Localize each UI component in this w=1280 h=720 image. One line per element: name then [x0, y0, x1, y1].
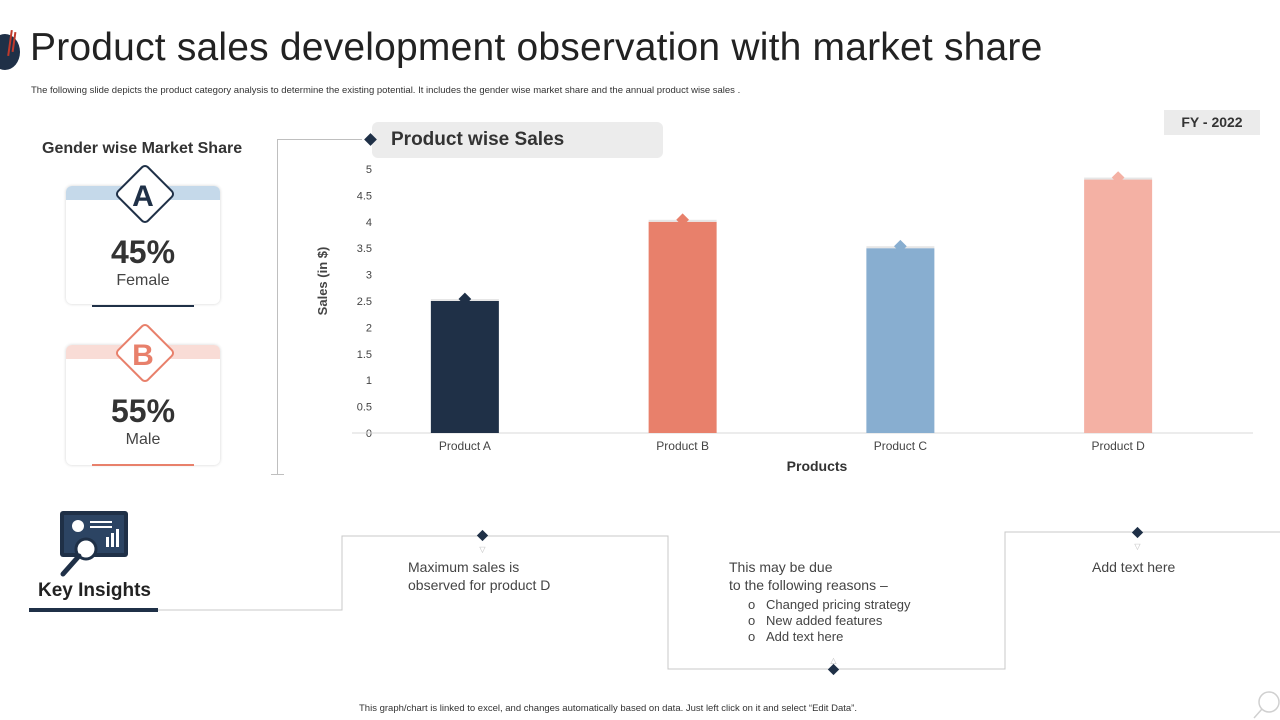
- page-title: Product sales development observation wi…: [30, 26, 1043, 69]
- bars: [430, 171, 1153, 433]
- list-item: o Changed pricing strategy: [748, 597, 911, 613]
- male-share-card: B 55% Male: [66, 321, 220, 466]
- card-underline: [92, 464, 194, 466]
- card-underline: [92, 305, 194, 307]
- reason-text: Add text here: [766, 629, 844, 644]
- x-tick-label: Product C: [874, 439, 928, 453]
- male-label: Male: [125, 431, 161, 448]
- bullet-icon: o: [748, 629, 756, 644]
- bar-marker-diamond: [458, 292, 472, 306]
- fiscal-year-badge: FY - 2022: [1164, 110, 1260, 135]
- y-tick-label: 1.5: [357, 349, 372, 361]
- y-tick-label: 3.5: [357, 243, 372, 255]
- key-insights-underline: [29, 608, 158, 612]
- male-percent: 55%: [110, 393, 176, 429]
- reason-text: Changed pricing strategy: [766, 597, 911, 612]
- bar-chart[interactable]: 0 0.5 1 1.5 2 2.5 3 3.5 4 4.5 5 Product A Product B…: [300, 155, 1270, 485]
- page-subtitle: The following slide depicts the product …: [31, 85, 741, 96]
- insight-1-line-2: observed for product D: [408, 577, 551, 593]
- insight-2-line-2: to the following reasons –: [729, 577, 888, 593]
- y-tick-label: 4: [366, 217, 372, 229]
- list-item: o New added features: [748, 613, 911, 629]
- bracket-line: [277, 139, 362, 140]
- insights-step-connector: ▽ △ ▽: [158, 526, 1280, 676]
- card-letter: B: [132, 339, 154, 372]
- bar-product-a: [430, 301, 499, 433]
- y-tick-label: 5: [366, 164, 372, 176]
- magnifier-icon: [1253, 691, 1280, 719]
- x-axis-label: Products: [787, 458, 848, 474]
- reasons-list: o Changed pricing strategy o New added fea…: [748, 597, 911, 645]
- female-percent: 45%: [110, 234, 176, 270]
- y-tick-label: 0.5: [357, 402, 372, 414]
- y-tick-label: 0: [366, 428, 372, 440]
- x-tick-label: Product D: [1091, 439, 1145, 453]
- insight-text-2: This may be due to the following reasons…: [729, 558, 888, 594]
- y-axis-label: Sales (in $): [315, 247, 330, 316]
- bullet-icon: o: [748, 597, 756, 612]
- bar-product-d: [1084, 179, 1153, 433]
- title-accent-mark: [0, 34, 20, 70]
- bullet-icon: o: [748, 613, 756, 628]
- insight-2-line-1: This may be due: [729, 559, 833, 575]
- insight-1-line-1: Maximum sales is: [408, 559, 520, 575]
- y-tick-label: 1: [366, 375, 372, 387]
- y-tick-label: 2.5: [357, 296, 372, 308]
- y-tick-label: 2: [366, 322, 372, 334]
- card-letter: A: [132, 180, 154, 213]
- x-tick-label: Product A: [439, 439, 491, 453]
- female-share-card: A 45% Female: [66, 162, 220, 307]
- gender-share-title: Gender wise Market Share: [42, 140, 243, 157]
- y-axis-ticks: 0 0.5 1 1.5 2 2.5 3 3.5 4 4.5 5: [357, 164, 372, 440]
- presentation-analytics-icon: [60, 511, 128, 577]
- bracket-line: [277, 139, 278, 475]
- svg-text:▽: ▽: [1134, 542, 1141, 551]
- reason-text: New added features: [766, 613, 883, 628]
- svg-text:△: △: [830, 656, 837, 665]
- insight-text-3: Add text here: [1092, 559, 1176, 575]
- insight-text-1: Maximum sales is observed for product D: [408, 558, 550, 594]
- y-tick-label: 3: [366, 270, 372, 282]
- chart-header-box: [372, 122, 663, 158]
- chart-title: Product wise Sales: [391, 129, 565, 150]
- y-tick-label: 4.5: [357, 190, 372, 202]
- bracket-line: [271, 474, 284, 475]
- bar-product-b: [648, 221, 717, 433]
- female-label: Female: [116, 272, 170, 289]
- x-tick-label: Product B: [656, 439, 709, 453]
- x-axis-ticks: Product A Product B Product C Product D: [439, 439, 1145, 453]
- svg-text:▽: ▽: [479, 545, 486, 554]
- bar-product-c: [866, 248, 935, 433]
- list-item: o Add text here: [748, 629, 911, 645]
- key-insights-label: Key Insights: [38, 580, 151, 601]
- footnote: This graph/chart is linked to excel, and…: [359, 703, 857, 714]
